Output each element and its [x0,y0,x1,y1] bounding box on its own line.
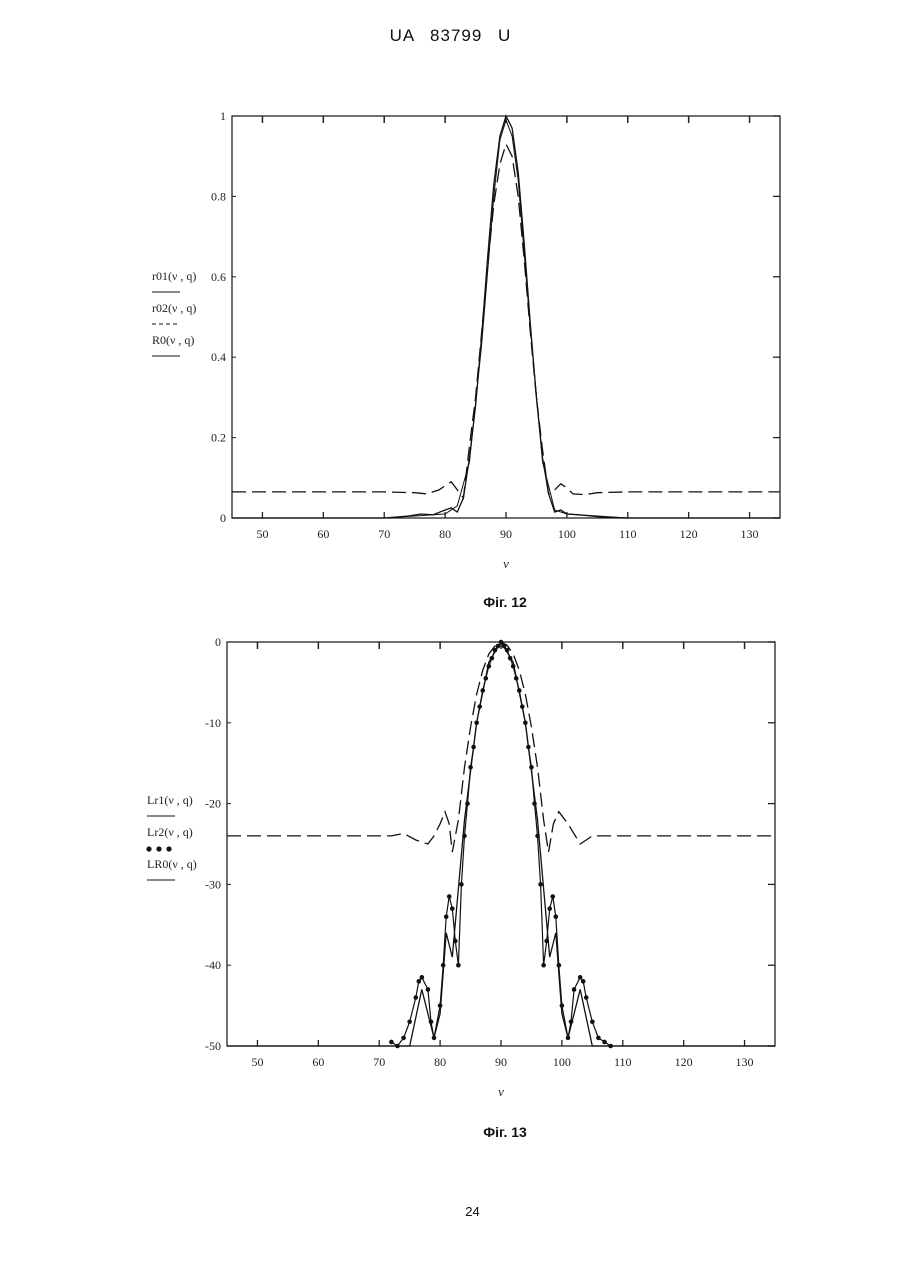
series-point-2 [547,906,552,911]
figure-caption-12: Фіг. 12 [0,594,901,610]
x-tick-label: 50 [256,527,268,541]
series-point-2 [578,975,583,980]
series-point-2 [456,963,461,968]
x-tick-label: 80 [434,1055,446,1069]
chart-fig-12: 50 60 70 80 90 100 110 120 130 0 0.2 0.4 0.6 0.8 1 ν r01… [0,100,901,590]
series-line-3 [227,642,775,1046]
x-tick-label: 90 [495,1055,507,1069]
y-tick-label: -20 [205,797,221,811]
x-axis-label: ν [498,1084,504,1099]
x-tick-label: 120 [680,527,698,541]
y-tick-label: 0.8 [211,189,226,203]
series-point-2 [401,1036,406,1041]
series-point-2 [538,882,543,887]
series-line-2 [232,144,780,498]
series-point-2 [444,914,449,919]
x-tick-label: 110 [614,1055,632,1069]
y-tick-label: 0.2 [211,431,226,445]
y-tick-label: -50 [205,1039,221,1053]
x-tick-label: 100 [553,1055,571,1069]
legend-label-1: r01(ν , q) [152,269,196,283]
series-point-2 [554,914,559,919]
x-tick-label: 60 [312,1055,324,1069]
figure-caption-13: Фіг. 13 [0,1124,901,1140]
x-tick-label: 70 [378,527,390,541]
y-tick-label: 0.4 [211,350,226,364]
series-point-2 [417,979,422,984]
x-tick-label: 80 [439,527,451,541]
series-line-1 [227,642,775,852]
series-point-2 [596,1036,601,1041]
x-tick-label: 130 [736,1055,754,1069]
chart-fig-13: 50 60 70 80 90 100 110 120 130 -50 -40 -30 -20 -10 0 ν L… [0,626,901,1116]
page-number: 24 [0,1204,901,1219]
series-point-2 [602,1040,607,1045]
legend-label-3: R0(ν , q) [152,333,194,347]
x-tick-label: 100 [558,527,576,541]
plot-frame [227,642,775,1046]
legend-label-3: LR0(ν , q) [147,857,197,871]
legend-sample-2 [146,846,151,851]
y-tick-label: -30 [205,877,221,891]
legend-sample-2 [156,846,161,851]
series-point-2 [426,987,431,992]
y-tick-label: -10 [205,716,221,730]
series-point-2 [389,1040,394,1045]
x-tick-label: 60 [317,527,329,541]
series-line-3 [232,120,780,518]
x-tick-label: 130 [741,527,759,541]
series-point-2 [459,882,464,887]
series-point-2 [541,963,546,968]
x-tick-label: 50 [251,1055,263,1069]
series-point-2 [420,975,425,980]
legend-label-2: Lr2(ν , q) [147,825,193,839]
y-tick-label: 1 [220,109,226,123]
document-header: UA 83799 U [0,26,901,46]
series-line-2 [391,642,610,1046]
series-point-2 [413,995,418,1000]
series-point-2 [584,995,589,1000]
x-tick-label: 90 [500,527,512,541]
series-point-2 [572,987,577,992]
series-line-1 [232,116,780,518]
x-tick-label: 110 [619,527,637,541]
y-tick-label: 0.6 [211,270,226,284]
x-axis-label: ν [503,556,509,571]
series-point-2 [581,979,586,984]
y-tick-label: -40 [205,958,221,972]
series-point-2 [447,894,452,899]
series-point-2 [407,1019,412,1024]
legend-sample-2 [166,846,171,851]
series-point-2 [450,906,455,911]
plot-frame [232,116,780,518]
legend-label-1: Lr1(ν , q) [147,793,193,807]
y-tick-label: 0 [220,511,226,525]
x-tick-label: 120 [675,1055,693,1069]
x-tick-label: 70 [373,1055,385,1069]
series-point-2 [550,894,555,899]
y-tick-label: 0 [215,635,221,649]
series-point-2 [590,1019,595,1024]
legend-label-2: r02(ν , q) [152,301,196,315]
